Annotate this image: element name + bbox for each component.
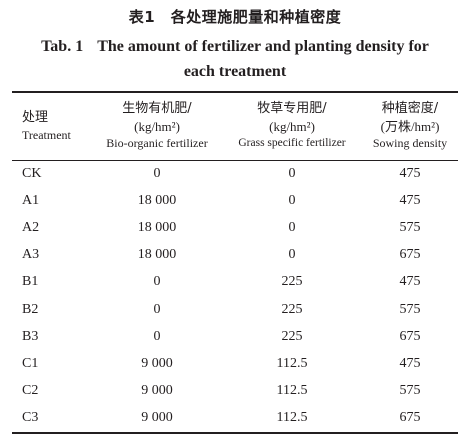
header-grass-specific-unit: (kg/hm²): [269, 119, 315, 134]
header-bio-organic-cn: 生物有机肥/: [122, 101, 192, 116]
table-row: A2 18 000 0 575: [12, 214, 458, 241]
table-row: CK 0 0 475: [12, 160, 458, 187]
cell-sowing-density: 575: [399, 301, 421, 317]
cell-treatment: C3: [22, 410, 39, 426]
cell-sowing-density: 475: [399, 192, 421, 208]
fertilizer-density-table: 处理 Treatment 生物有机肥/ (kg/hm²) Bio-organic…: [12, 92, 458, 432]
cell-treatment: B1: [22, 274, 39, 290]
cell-bio-organic: 9 000: [141, 355, 173, 371]
header-treatment-en: Treatment: [22, 127, 71, 142]
table-row: C1 9 000 112.5 475: [12, 350, 458, 377]
cell-treatment: B3: [22, 328, 39, 344]
table-title-line2: each treatment: [183, 63, 287, 80]
table-row: A1 18 000 0 475: [12, 187, 458, 214]
table-top-rule: [12, 91, 458, 93]
cell-treatment: C2: [22, 383, 39, 399]
cell-treatment: C1: [22, 355, 39, 371]
header-treatment-cn: 处理: [22, 109, 49, 125]
table-row: C3 9 000 112.5 675: [12, 405, 458, 432]
header-sowing-density-unit: (万株/hm²): [380, 119, 440, 134]
cell-bio-organic: 18 000: [137, 247, 177, 263]
cell-sowing-density: 675: [399, 328, 421, 344]
table-label: Tab. 1: [41, 38, 84, 55]
cell-grass-specific: 225: [281, 274, 303, 290]
cell-sowing-density: 575: [399, 383, 421, 399]
header-bio-organic: 生物有机肥/ (kg/hm²) Bio-organic fertilizer: [92, 92, 222, 160]
cell-treatment: B2: [22, 301, 39, 317]
cell-bio-organic: 18 000: [137, 219, 177, 235]
header-sowing-density-cn: 种植密度/: [381, 101, 439, 116]
header-bio-organic-unit: (kg/hm²): [134, 119, 180, 134]
table-row: B1 0 225 475: [12, 269, 458, 296]
cell-bio-organic: 18 000: [137, 192, 177, 208]
table-header-row: 处理 Treatment 生物有机肥/ (kg/hm²) Bio-organic…: [12, 92, 458, 160]
table-row: B2 0 225 575: [12, 296, 458, 323]
cell-bio-organic: 0: [153, 328, 161, 344]
table-bottom-rule: [12, 432, 458, 434]
table-header-rule: [12, 160, 458, 161]
cell-bio-organic: 0: [153, 301, 161, 317]
table-title-line1: The amount of fertilizer and planting de…: [97, 38, 429, 55]
header-grass-specific-cn: 牧草专用肥/: [257, 101, 327, 116]
cell-treatment: A1: [22, 192, 40, 208]
cell-bio-organic: 0: [153, 165, 161, 181]
cell-grass-specific: 112.5: [276, 355, 308, 371]
cell-grass-specific: 0: [288, 192, 296, 208]
header-sowing-density-unit-text: 万株/hm²: [384, 119, 436, 134]
cell-treatment: A3: [22, 247, 40, 263]
cell-sowing-density: 475: [399, 274, 421, 290]
cell-grass-specific: 0: [288, 219, 296, 235]
cell-treatment: CK: [22, 165, 42, 181]
cell-sowing-density: 675: [399, 247, 421, 263]
table-row: A3 18 000 0 675: [12, 242, 458, 269]
cell-bio-organic: 0: [153, 274, 161, 290]
cell-sowing-density: 675: [399, 410, 421, 426]
cell-grass-specific: 0: [288, 165, 296, 181]
header-grass-specific: 牧草专用肥/ (kg/hm²) Grass specific fertilize…: [222, 92, 362, 160]
header-bio-organic-en: Bio-organic fertilizer: [106, 136, 208, 150]
cell-bio-organic: 9 000: [141, 383, 173, 399]
table-row: C2 9 000 112.5 575: [12, 378, 458, 405]
header-grass-specific-unit-text: kg/hm²: [273, 119, 311, 134]
cell-sowing-density: 575: [399, 219, 421, 235]
table-title-english: Tab. 1 The amount of fertilizer and plant…: [0, 34, 470, 84]
table-title-chinese: 表1 各处理施肥量和种植密度: [128, 8, 342, 26]
header-sowing-density-en: Sowing density: [372, 136, 448, 150]
cell-grass-specific: 225: [281, 301, 303, 317]
cell-sowing-density: 475: [399, 165, 421, 181]
table-row: B3 0 225 675: [12, 323, 458, 350]
header-sowing-density: 种植密度/ (万株/hm²) Sowing density: [362, 92, 458, 160]
cell-grass-specific: 112.5: [276, 410, 308, 426]
cell-bio-organic: 9 000: [141, 410, 173, 426]
cell-grass-specific: 225: [281, 328, 303, 344]
header-grass-specific-en: Grass specific fertilizer: [238, 137, 346, 149]
cell-sowing-density: 475: [399, 355, 421, 371]
header-bio-organic-unit-text: kg/hm²: [138, 119, 176, 134]
header-treatment: 处理 Treatment: [12, 92, 92, 160]
cell-grass-specific: 0: [288, 247, 296, 263]
cell-grass-specific: 112.5: [276, 383, 308, 399]
cell-treatment: A2: [22, 219, 40, 235]
